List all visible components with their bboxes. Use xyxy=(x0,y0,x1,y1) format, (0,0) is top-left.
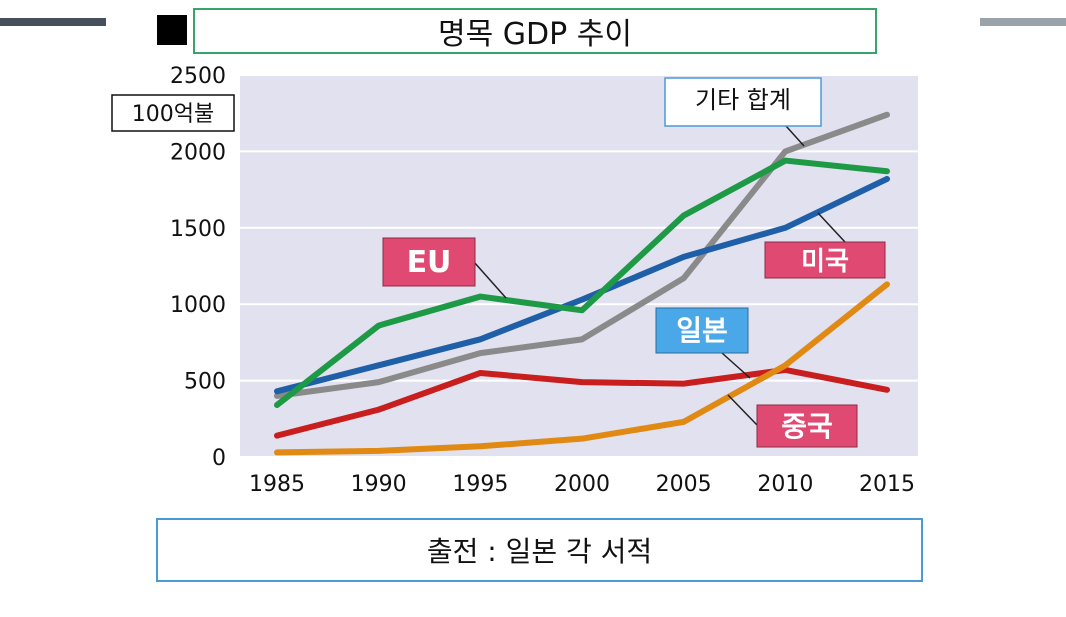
series-line-china xyxy=(274,281,890,456)
y-axis-label: 100억불 xyxy=(132,102,214,127)
y-axis-ticks: 0 500 1000 1500 2000 2500 xyxy=(170,64,226,471)
y-unit-label: 100억불 xyxy=(111,94,235,132)
x-axis-ticks: 1985 1990 1995 2000 2005 2010 2015 xyxy=(249,472,915,497)
series-label-eu: EU xyxy=(407,245,452,280)
series-label-japan: 일본 xyxy=(676,314,728,347)
series-line-eu xyxy=(274,157,890,409)
y-tick-label: 2000 xyxy=(170,140,226,165)
series-line-usa xyxy=(274,175,890,395)
callout-line xyxy=(817,212,846,243)
y-tick-label: 1000 xyxy=(170,293,226,318)
series-line-japan xyxy=(274,366,890,439)
x-tick-label: 1995 xyxy=(452,472,508,497)
callout-line xyxy=(727,394,758,426)
source-text: 출전 : 일본 각 서적 xyxy=(426,535,653,568)
series-lines xyxy=(274,111,890,456)
callout-line xyxy=(785,125,805,147)
y-tick-label: 1500 xyxy=(170,217,226,242)
legend-label-eu: EU xyxy=(382,237,476,287)
series-line-others xyxy=(274,111,890,399)
x-tick-label: 2000 xyxy=(554,472,610,497)
decorative-bar-left xyxy=(0,18,106,26)
series-label-others: 기타 합계 xyxy=(695,86,791,114)
y-tick-label: 0 xyxy=(212,446,226,471)
x-tick-label: 2010 xyxy=(757,472,813,497)
series-label-usa: 미국 xyxy=(801,247,849,277)
x-tick-label: 2015 xyxy=(859,472,915,497)
chart-title: 명목 GDP 추이 xyxy=(438,17,632,52)
x-tick-label: 2005 xyxy=(656,472,712,497)
legend-label-others: 기타 합계 xyxy=(664,77,822,127)
y-tick-label: 500 xyxy=(184,370,226,395)
source-box: 출전 : 일본 각 서적 xyxy=(156,518,923,582)
callout-line xyxy=(473,261,507,299)
callout-lines xyxy=(473,125,846,426)
series-label-china: 중국 xyxy=(781,410,833,443)
callout-line xyxy=(721,352,751,379)
legend-label-japan: 일본 xyxy=(655,307,749,354)
title-bullet-square xyxy=(157,15,187,45)
chart-title-box: 명목 GDP 추이 xyxy=(193,8,877,54)
legend-label-china: 중국 xyxy=(756,404,858,448)
x-tick-label: 1985 xyxy=(249,472,305,497)
y-tick-label: 2500 xyxy=(170,64,226,89)
legend-label-usa: 미국 xyxy=(764,241,886,279)
x-tick-label: 1990 xyxy=(351,472,407,497)
decorative-bar-right xyxy=(980,18,1066,26)
